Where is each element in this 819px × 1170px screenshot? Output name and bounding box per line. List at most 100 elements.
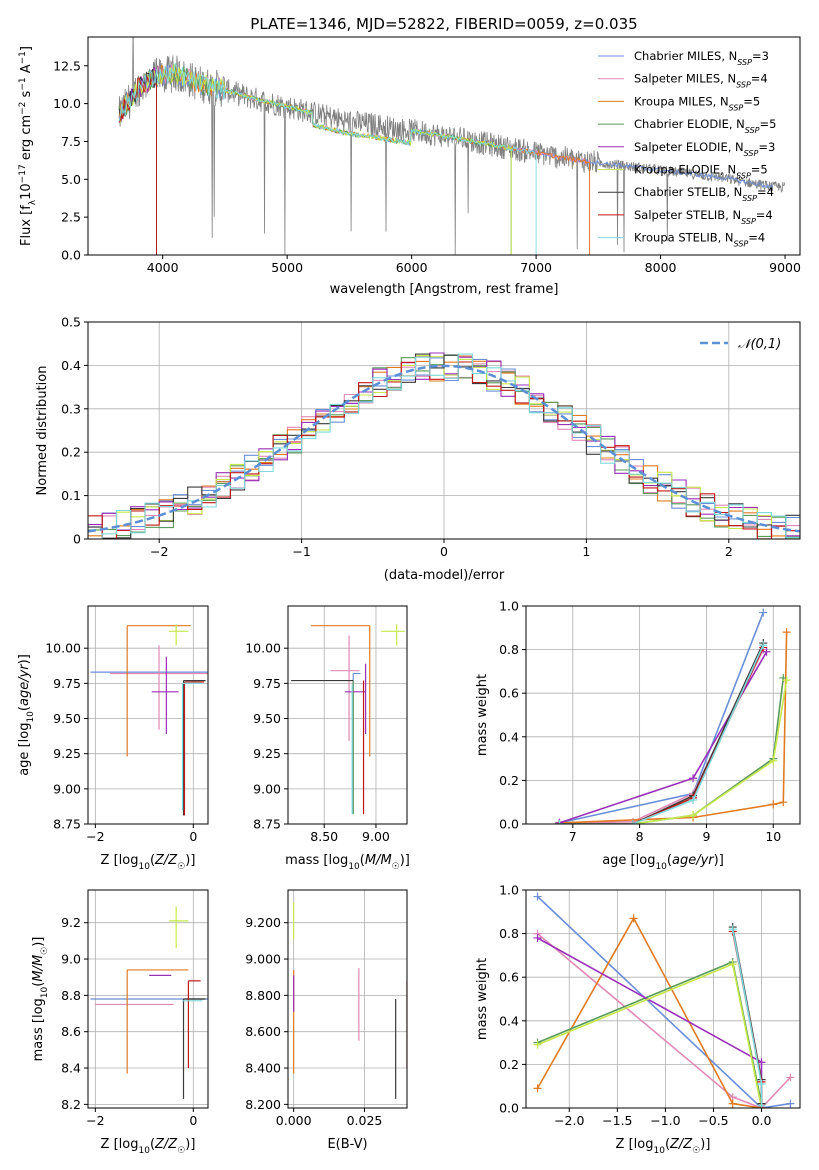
legend-model-name: Salpeter MILES, N [634,72,736,86]
plus-marker [628,820,637,824]
y-axis-label-part: Flux [f [19,205,34,246]
observed-spectrum [118,37,786,255]
mass-weight-line-5 [559,651,768,824]
x-tick-label: 0.025 [347,1113,383,1128]
plus-marker [759,641,768,650]
y-tick-label: 0.8 [499,642,519,657]
x-axis-label-part: Z/Z [154,1137,178,1152]
model-spectrum-9 [118,62,537,255]
x-axis-label-part: 10 [138,862,150,872]
y-axis-label: age [log10(age/yr)] [17,654,36,776]
x-axis-label-part: wavelength [Angstrom, rest frame] [330,282,559,297]
y-tick-label: 7.5 [61,134,81,149]
x-tick-label: −1.5 [602,1113,632,1128]
y-tick-label: 8.600 [245,1024,281,1039]
x-axis-label-part: )] [714,853,724,868]
y-tick-label: 0.4 [61,358,81,373]
plot-area [555,608,791,824]
plus-marker [533,933,542,942]
legend-ssp-count: =4 [751,72,768,86]
x-axis-label-part: Z [log [101,1137,139,1152]
plus-marker [689,774,698,783]
y-tick-label: 9.0 [61,952,81,967]
x-axis-label-part: age [log [602,853,655,868]
y-axis-label-part: age/yr [17,663,32,706]
x-tick-label: 0 [189,1113,197,1128]
x-tick-label: 2 [725,544,733,559]
legend-model-name: Chabrier MILES, N [634,49,737,63]
x-tick-label: −2.0 [554,1113,584,1128]
mass-weight-line-3 [559,632,788,824]
x-axis-label-part: 10 [655,862,667,872]
legend-ssp-count: =3 [758,140,775,154]
y-tick-label: 9.50 [53,711,81,726]
y-tick-label: 8.6 [61,1024,81,1039]
y-tick-label: 0.5 [61,315,81,330]
y-tick-label: 5.0 [61,172,81,187]
y-tick-label: 1.0 [499,883,519,898]
x-axis-label-part: 10 [653,1146,665,1156]
x-axis-label-part: )] [185,853,195,868]
x-tick-label: 5000 [271,260,303,275]
legend-ssp-sub: SSP [745,126,760,135]
y-tick-label: 8.200 [245,1097,281,1112]
legend-ssp-count: =4 [756,208,773,222]
x-axis-label-part: )] [700,1137,710,1152]
legend-ssp-sub: SSP [729,103,744,112]
y-axis-label-part: erg cm [19,115,34,164]
normal-reference-curve [88,364,800,533]
legend-model-name: Kroupa STELIB, N [634,231,734,245]
y-tick-label: 8.400 [245,1061,281,1076]
legend-ssp-sub: SSP [736,171,751,180]
x-tick-label: 10 [765,829,781,844]
legend-ssp-count: =4 [757,185,774,199]
y-tick-label: 1.0 [499,599,519,614]
y-tick-label: 9.00 [53,781,81,796]
plus-marker [779,798,788,807]
x-axis-label-part: )] [185,1137,195,1152]
x-axis-label-part: ☉ [692,1146,700,1156]
x-tick-label: −1.0 [650,1113,680,1128]
plot-area [533,892,795,1108]
plot-area [293,902,407,1099]
residuals-panel: −2 −1 0 1 2 0 0.1 0.2 0.3 0.4 0.5 (data-model)/erro… [35,315,801,583]
mass-weight-line-2 [536,932,791,1108]
x-tick-label: −2 [86,829,104,844]
y-tick-label: 2.5 [61,210,81,225]
plus-marker [533,1040,542,1049]
legend-entry: Chabrier ELODIE, NSSP=5 [634,117,776,135]
x-tick-label: 0.000 [276,1113,312,1128]
plus-marker [786,1073,795,1082]
y-axis-label-part: −17 [18,164,28,183]
mass-weight-line-2 [559,649,764,824]
y-tick-label: 0.2 [61,445,81,460]
plus-marker [728,1099,737,1108]
legend-model-name: Kroupa ELODIE, N [634,163,736,177]
model-spectrum-3 [118,64,591,255]
y-tick-label: 8.2 [61,1097,81,1112]
x-tick-label: −2 [150,544,168,559]
x-axis-label: wavelength [Angstrom, rest frame] [330,282,559,297]
age-vs-mass-panel: 8.50 9.00 8.75 9.00 9.25 9.50 9.75 10.00 mass [l… [245,605,410,872]
legend-entry: Salpeter MILES, NSSP=4 [634,72,768,90]
x-axis-label-part: M/M [365,853,392,868]
plus-marker [782,676,791,685]
x-tick-label: 4000 [147,260,179,275]
y-tick-label: 9.50 [253,711,281,726]
x-axis-label-part: E(B-V) [327,1137,367,1152]
x-axis-label-part: )] [400,853,410,868]
legend-ssp-sub: SSP [736,80,751,89]
y-axis-label-part: ☉ [40,947,50,955]
x-tick-label: 9.00 [362,829,390,844]
y-axis-label-part: age [log [17,723,32,776]
mass-weight-line-9 [559,644,764,824]
y-axis-label-part: )] [31,937,46,947]
y-axis-label-part: mass weight [475,674,490,756]
plus-marker [782,628,791,637]
x-axis-label-part: 10 [348,862,360,872]
plus-marker [762,647,771,656]
x-axis-label-part: ☉ [177,862,185,872]
x-axis-label-part: Z/Z [669,1137,693,1152]
x-tick-label: 0 [189,829,197,844]
